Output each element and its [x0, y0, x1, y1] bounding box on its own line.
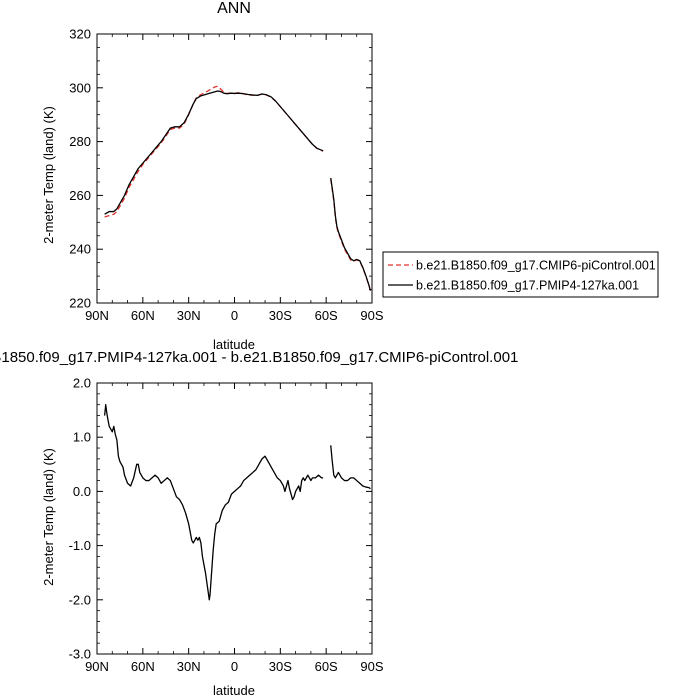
bottom-panel-frame	[96, 382, 373, 655]
y-tick-label: 2.0	[73, 376, 91, 391]
series-line-1-segment-0	[104, 90, 324, 215]
x-tick-label: 30S	[269, 308, 292, 323]
y-tick-label: 240	[69, 242, 91, 257]
top-panel-title: ANN	[217, 0, 251, 17]
x-tick-label: 60S	[315, 308, 338, 323]
y-tick-label: 0.0	[73, 484, 91, 499]
series-line-0-segment-0	[104, 85, 324, 218]
y-tick-label: 220	[69, 296, 91, 311]
series-line-1-segment-1	[330, 177, 372, 291]
legend-label-127ka: b.e21.B1850.f09_g17.PMIP4-127ka.001	[416, 279, 639, 293]
x-tick-label: 0	[231, 308, 238, 323]
legend-label-picontrol: b.e21.B1850.f09_g17.CMIP6-piControl.001	[416, 259, 656, 273]
legend: b.e21.B1850.f09_g17.CMIP6-piControl.001 …	[382, 251, 659, 298]
y-tick-label: -2.0	[69, 592, 91, 607]
series-line-0-segment-1	[330, 445, 371, 490]
x-tick-label: 60S	[315, 659, 338, 674]
bottom-panel: b.e21.B1850.f09_g17.PMIP4-127ka.001 - b.…	[0, 349, 518, 698]
x-tick-label: 90S	[360, 308, 383, 323]
x-tick-label: 90N	[85, 659, 109, 674]
x-tick-label: 30N	[177, 308, 201, 323]
x-tick-label: 0	[231, 659, 238, 674]
x-tick-label: 30S	[269, 659, 292, 674]
top-panel-ticks: 90N 60N 30N 0 30S 60S 90S 220 240 260 280 300 320	[69, 27, 384, 324]
x-tick-label: 90S	[360, 659, 383, 674]
legend-box	[382, 251, 659, 298]
y-tick-label: 320	[69, 27, 91, 42]
y-tick-label: 280	[69, 134, 91, 149]
bottom-panel-ticks: 90N 60N 30N 0 30S 60S 90S -3.0 -2.0 -1.0 0.0 1.0 2.0	[69, 376, 384, 675]
y-tick-label: -3.0	[69, 647, 91, 662]
top-panel: ANN 2-meter Temp (land) (K) latitude 90N…	[41, 0, 384, 352]
top-panel-xlabel: latitude	[213, 337, 255, 352]
bottom-panel-xlabel: latitude	[213, 683, 255, 698]
bottom-panel-series-lines	[103, 404, 371, 601]
x-tick-label: 60N	[131, 308, 155, 323]
bottom-panel-title: b.e21.B1850.f09_g17.PMIP4-127ka.001 - b.…	[0, 349, 518, 366]
y-tick-label: 260	[69, 188, 91, 203]
y-tick-label: -1.0	[69, 538, 91, 553]
series-line-0-segment-0	[103, 404, 324, 601]
x-tick-label: 30N	[177, 659, 201, 674]
bottom-panel-ylabel: 2-meter Temp (land) (K)	[41, 448, 56, 586]
x-tick-label: 60N	[131, 659, 155, 674]
y-tick-label: 300	[69, 80, 91, 95]
y-tick-label: 1.0	[73, 430, 91, 445]
top-panel-frame	[96, 33, 373, 304]
x-tick-label: 90N	[85, 308, 109, 323]
top-panel-series-lines	[104, 85, 372, 292]
top-panel-ylabel: 2-meter Temp (land) (K)	[41, 106, 56, 244]
